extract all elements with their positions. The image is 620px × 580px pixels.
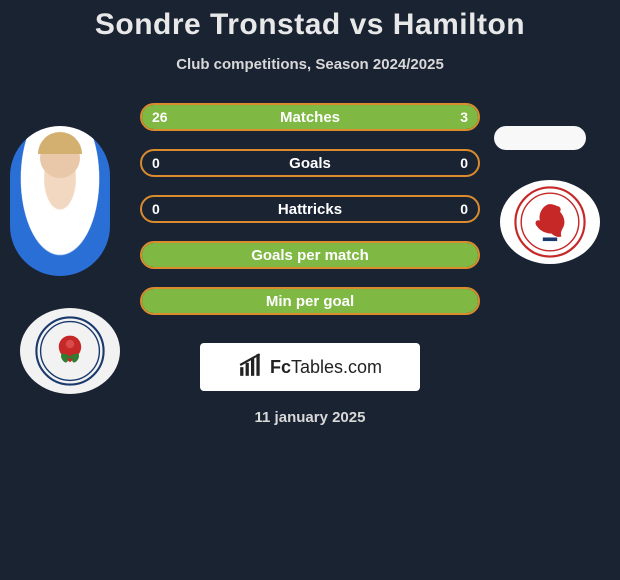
stat-label: Goals bbox=[289, 155, 331, 172]
chart-icon bbox=[238, 352, 264, 383]
stat-label: Hattricks bbox=[278, 201, 342, 218]
player-left-avatar bbox=[10, 126, 110, 276]
stat-row: 0 0 Goals bbox=[140, 149, 480, 177]
brand-text: FcTables.com bbox=[270, 357, 382, 378]
stat-value-left: 26 bbox=[152, 109, 168, 125]
stats-bars: 26 3 Matches 0 0 Goals 0 0 Hattricks Goals per ma… bbox=[140, 103, 480, 315]
stat-label: Goals per match bbox=[251, 247, 369, 264]
stat-value-left: 0 bbox=[152, 155, 160, 171]
stat-label: Matches bbox=[280, 109, 340, 126]
stat-value-right: 3 bbox=[460, 109, 468, 125]
brand-logo-box: FcTables.com bbox=[200, 343, 420, 391]
stat-value-left: 0 bbox=[152, 201, 160, 217]
player-right-avatar bbox=[494, 126, 586, 150]
page-subtitle: Club competitions, Season 2024/2025 bbox=[0, 56, 620, 73]
date-text: 11 january 2025 bbox=[0, 409, 620, 426]
stat-fill-left bbox=[142, 105, 411, 129]
club-crest-left bbox=[20, 308, 120, 394]
stat-value-right: 0 bbox=[460, 201, 468, 217]
stat-row: Min per goal bbox=[140, 287, 480, 315]
stat-row: Goals per match bbox=[140, 241, 480, 269]
stat-value-right: 0 bbox=[460, 155, 468, 171]
club-crest-right bbox=[500, 180, 600, 264]
stat-row: 26 3 Matches bbox=[140, 103, 480, 131]
stat-row: 0 0 Hattricks bbox=[140, 195, 480, 223]
page-title: Sondre Tronstad vs Hamilton bbox=[0, 8, 620, 42]
stat-label: Min per goal bbox=[266, 293, 354, 310]
